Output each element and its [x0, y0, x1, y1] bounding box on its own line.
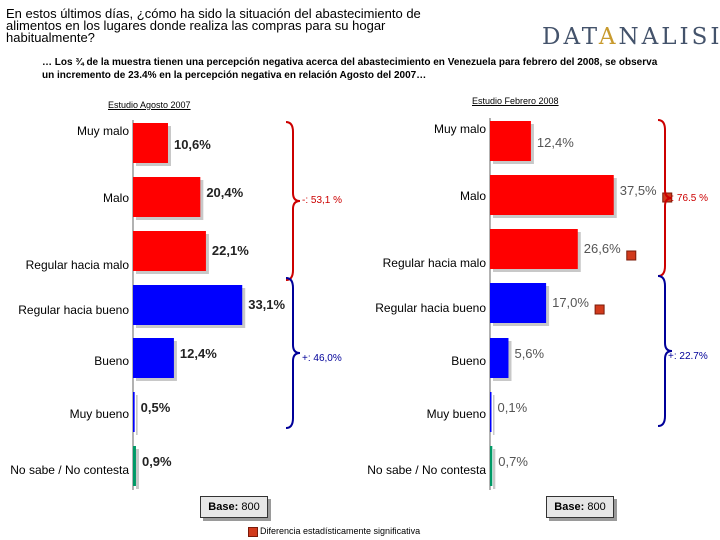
agosto-value-label-6: 0,9%	[142, 454, 172, 469]
febrero-significance-marker-2	[626, 250, 637, 261]
base-box-left: Base: 800	[200, 496, 268, 518]
agosto-category-label-5: Muy bueno	[70, 407, 130, 421]
significance-legend-marker	[248, 527, 258, 537]
agosto-positive-total: +: 46,0%	[302, 353, 342, 364]
agosto-category-label-4: Bueno	[94, 354, 129, 368]
agosto-bar-shadow-6	[136, 449, 139, 489]
febrero-value-label-1: 37,5%	[620, 183, 657, 198]
febrero-bar-6	[490, 446, 493, 486]
chart-title-febrero-2008: Estudio Febrero 2008	[472, 96, 559, 106]
agosto-category-label-0: Muy malo	[77, 124, 129, 138]
logo-text-pre: DAT	[542, 24, 599, 50]
agosto-bar-shadow-5	[136, 395, 138, 435]
febrero-category-label-1: Malo	[460, 189, 486, 203]
febrero-bar-shadow-5	[493, 395, 495, 435]
base-label-left: Base:	[208, 501, 239, 513]
agosto-bar-2	[133, 231, 206, 271]
agosto-value-label-3: 33,1%	[248, 297, 285, 312]
base-value-right: 800	[587, 501, 606, 513]
significance-legend-text: Diferencia estadísticamente significativ…	[260, 526, 421, 536]
agosto-category-label-6: No sabe / No contesta	[10, 463, 129, 477]
agosto-value-label-2: 22,1%	[212, 243, 249, 258]
agosto-bar-5	[133, 392, 135, 432]
agosto-value-label-0: 10,6%	[174, 137, 211, 152]
logo-text-post: NALISIS	[618, 24, 720, 50]
page-title: En estos últimos días, ¿cómo ha sido la …	[6, 6, 421, 45]
base-label-right: Base:	[554, 501, 585, 513]
febrero-category-label-0: Muy malo	[434, 122, 486, 136]
febrero-negative-total: -: 76.5 %	[668, 193, 708, 204]
agosto-value-label-1: 20,4%	[206, 185, 243, 200]
febrero-bar-0	[490, 121, 531, 161]
agosto-positive-bracket	[285, 277, 301, 429]
base-value-left: 800	[241, 501, 260, 513]
page-subtitle: … Los ¾ de la muestra tienen una percepc…	[42, 57, 658, 81]
febrero-negative-bracket	[657, 119, 673, 277]
febrero-category-label-6: No sabe / No contesta	[367, 463, 486, 477]
febrero-bar-5	[490, 392, 492, 432]
febrero-category-label-3: Regular hacia bueno	[375, 301, 486, 315]
febrero-value-label-3: 17,0%	[552, 295, 589, 310]
febrero-category-label-5: Muy bueno	[427, 407, 487, 421]
febrero-category-label-2: Regular hacia malo	[383, 256, 487, 270]
febrero-positive-total: +: 22.7%	[668, 351, 708, 362]
agosto-bar-1	[133, 177, 201, 217]
agosto-value-label-4: 12,4%	[180, 346, 217, 361]
datanalisis-logo: DATANALISIS	[542, 24, 720, 50]
agosto-negative-total: -: 53,1 %	[302, 195, 342, 206]
agosto-bar-3	[133, 285, 243, 325]
febrero-value-label-6: 0,7%	[498, 454, 528, 469]
febrero-significance-marker-3	[594, 304, 605, 315]
base-box-right: Base: 800	[546, 496, 614, 518]
febrero-bar-shadow-6	[493, 449, 496, 489]
agosto-category-label-2: Regular hacia malo	[26, 258, 130, 272]
febrero-value-label-5: 0,1%	[498, 400, 528, 415]
febrero-bar-3	[490, 283, 547, 323]
febrero-bar-4	[490, 338, 509, 378]
agosto-category-label-3: Regular hacia bueno	[18, 303, 129, 317]
febrero-positive-bracket	[657, 275, 673, 427]
logo-text-highlight: A	[598, 24, 619, 50]
febrero-value-label-2: 26,6%	[584, 241, 621, 256]
agosto-value-label-5: 0,5%	[141, 400, 171, 415]
febrero-value-label-4: 5,6%	[514, 346, 544, 361]
agosto-category-label-1: Malo	[103, 191, 129, 205]
agosto-bar-6	[133, 446, 136, 486]
agosto-bar-0	[133, 123, 168, 163]
febrero-bar-1	[490, 175, 614, 215]
febrero-category-label-4: Bueno	[451, 354, 486, 368]
febrero-bar-2	[490, 229, 578, 269]
agosto-negative-bracket	[285, 121, 301, 281]
agosto-bar-4	[133, 338, 174, 378]
febrero-value-label-0: 12,4%	[537, 135, 574, 150]
chart-title-agosto-2007: Estudio Agosto 2007	[108, 100, 191, 110]
